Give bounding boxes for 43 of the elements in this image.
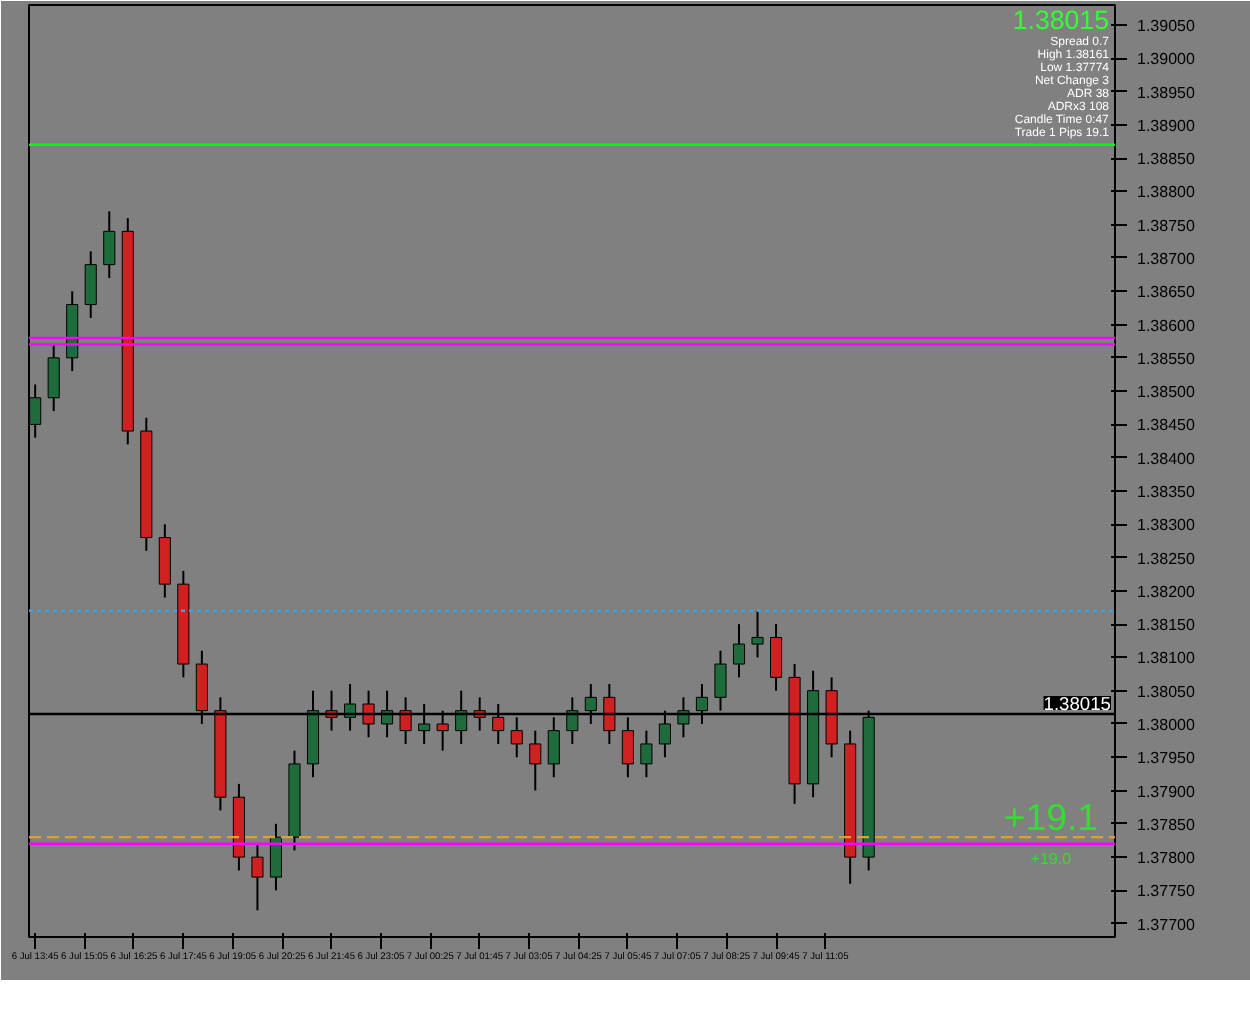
y-tick-label: 1.37850 [1137,815,1196,834]
candlestick [732,623,746,679]
candlestick [84,250,97,319]
y-tick-label: 1.38300 [1137,516,1196,535]
y-tick-label: 1.38600 [1137,316,1196,335]
y-tick-label: 1.38400 [1137,449,1196,468]
y-tick-label: 1.38700 [1137,249,1196,268]
candlestick [769,623,783,692]
candlestick [103,210,116,279]
candlestick [269,822,283,892]
y-tick-label: 1.37750 [1137,882,1196,901]
y-tick-label: 1.38850 [1137,150,1196,169]
y-tick-label: 1.38250 [1137,549,1196,568]
candlestick [751,609,764,659]
y-tick-label: 1.38050 [1137,682,1196,701]
y-tick-label: 1.38750 [1137,216,1196,235]
annotation: +19.0 [1030,850,1073,869]
y-tick-label: 1.38150 [1137,616,1196,635]
candlestick [529,729,542,792]
y-tick-label: 1.38550 [1137,349,1196,368]
y-tick-label: 1.39050 [1137,16,1196,35]
annotation: +19.1 [1003,796,1099,839]
y-tick-label: 1.38350 [1137,482,1196,501]
y-tick-label: 1.38800 [1137,183,1196,202]
y-tick-label: 1.37800 [1137,849,1196,868]
candlestick [640,729,653,779]
y-tick-label: 1.38000 [1137,715,1196,734]
y-tick-label: 1.38500 [1137,383,1196,402]
y-tick-label: 1.38900 [1137,116,1196,135]
y-tick-label: 1.37950 [1137,749,1196,768]
y-tick-label: 1.38450 [1137,416,1196,435]
ref-line-label: 1.38015 [1043,693,1112,714]
y-tick-label: 1.37900 [1137,782,1196,801]
candlestick [158,523,171,599]
y-tick-label: 1.38950 [1137,83,1196,102]
candlestick [47,343,60,413]
y-tick-label: 1.37700 [1137,915,1196,934]
y-tick-label: 1.39000 [1137,50,1196,69]
y-tick-label: 1.38100 [1137,649,1196,668]
y-tick-label: 1.38650 [1137,283,1196,302]
candlestick [251,842,264,912]
annotation: 1.38015 [1012,5,1110,35]
y-tick-label: 1.38200 [1137,582,1196,601]
